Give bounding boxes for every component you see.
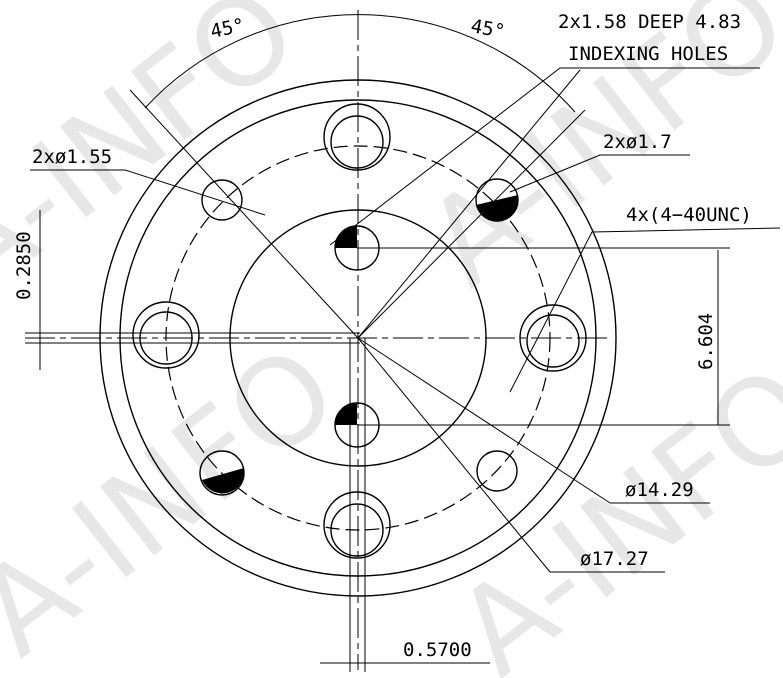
leader (509, 227, 781, 393)
angle-arc (144, 14, 576, 113)
watermark: A-INFO (0, 320, 362, 678)
dimension: ø14.29 (625, 479, 694, 501)
leader (329, 67, 760, 246)
hole (330, 115, 384, 169)
dimension: 6.604 (695, 313, 717, 370)
hole-fill (476, 195, 519, 222)
hole (519, 304, 587, 372)
callout: 2x1.58 DEEP 4.83 (558, 11, 741, 33)
small-hole (476, 450, 518, 492)
small-hole (201, 179, 243, 221)
hole-fill (335, 403, 357, 425)
callout: INDEXING HOLES (568, 43, 728, 65)
leader (357, 337, 611, 504)
hole (323, 103, 391, 171)
leader (509, 154, 690, 193)
callout: 4x(4−40UNC) (626, 204, 752, 226)
leader (357, 337, 551, 573)
extension-line (357, 109, 586, 339)
hole (132, 301, 200, 369)
hole (323, 491, 391, 559)
dimension: 0.2850 (13, 231, 35, 300)
hole-fill (335, 226, 357, 248)
labels: 45° 45° 2x1.58 DEEP 4.83 INDEXING HOLES … (13, 11, 752, 661)
extension-line (129, 89, 359, 339)
callout: 2xø1.55 (32, 146, 112, 168)
callout: 2xø1.7 (603, 131, 672, 153)
leader (30, 169, 266, 216)
watermark: A-INFO (432, 340, 783, 678)
dimension: ø17.27 (580, 548, 649, 570)
leader (357, 69, 581, 339)
hole (330, 503, 384, 557)
geometry (25, 10, 781, 672)
dimension: 0.5700 (403, 639, 472, 661)
hole (139, 311, 193, 365)
hole (526, 314, 580, 368)
hole-fill (202, 468, 245, 494)
